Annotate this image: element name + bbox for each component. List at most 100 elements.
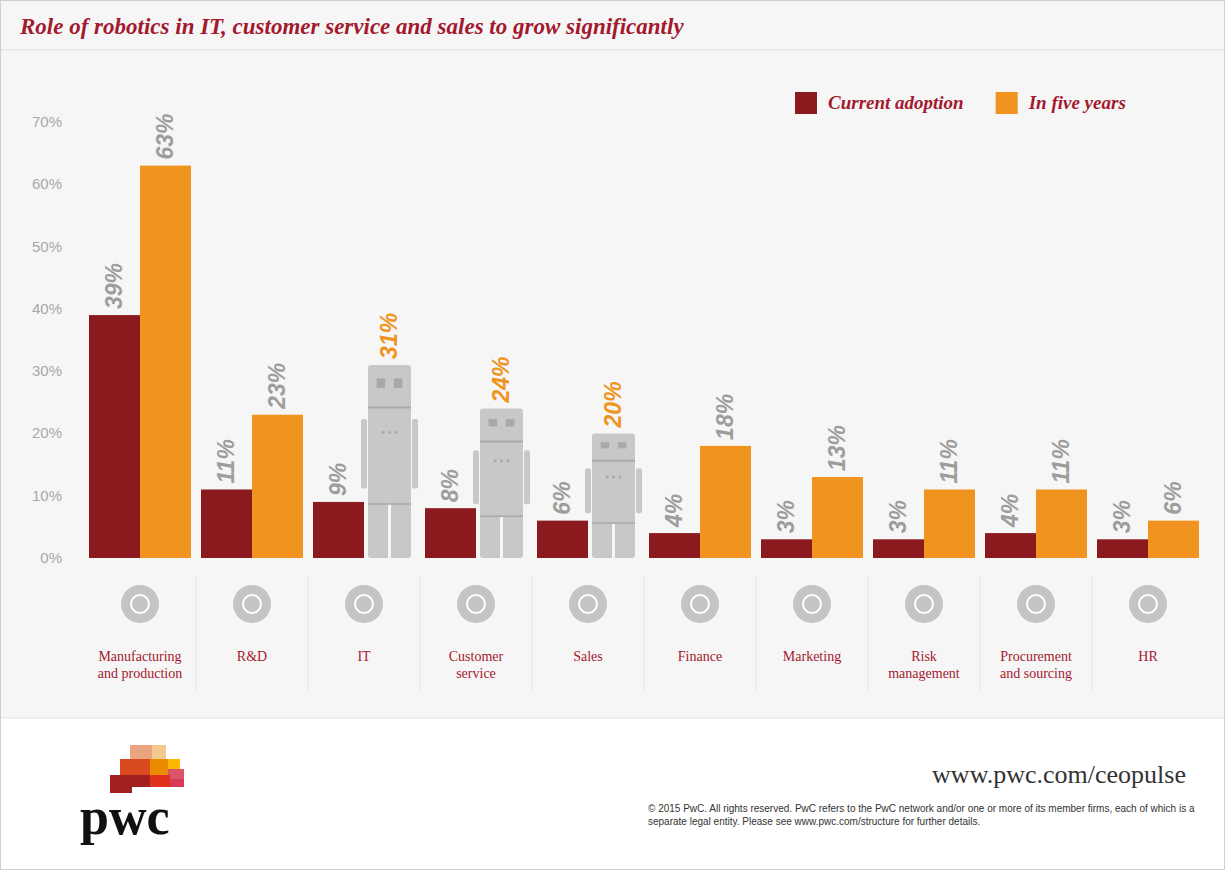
robot-waist	[480, 515, 523, 517]
chart-canvas: Role of robotics in IT, customer service…	[0, 0, 1225, 870]
legend-swatch	[795, 92, 817, 114]
category-separator	[644, 576, 645, 690]
robot-waist	[368, 503, 411, 505]
bar	[201, 489, 252, 558]
data-label: 20%	[601, 381, 627, 428]
bar	[985, 533, 1036, 558]
text-line: Procurement	[1000, 649, 1072, 664]
category-icon	[569, 585, 607, 623]
category-icon-ring	[579, 595, 597, 613]
logo-block	[130, 745, 152, 759]
bar	[700, 446, 751, 558]
robot-dot	[618, 476, 621, 479]
data-label: 11%	[937, 439, 963, 483]
category-icon	[793, 585, 831, 623]
copyright: © 2015 PwC. All rights reserved. PwC ref…	[648, 803, 1195, 827]
y-tick-label: 30%	[32, 362, 62, 379]
robot-dot	[494, 459, 497, 462]
logo-block	[152, 745, 166, 759]
data-label: 39%	[102, 263, 128, 309]
background	[1, 1, 1225, 870]
category-icon-ring	[467, 595, 485, 613]
robot-eye	[506, 419, 515, 426]
bar	[924, 489, 975, 558]
text-line: IT	[357, 649, 371, 664]
text-line: R&D	[237, 649, 267, 664]
data-label: 11%	[1049, 439, 1075, 483]
bar	[537, 521, 588, 558]
data-label: 9%	[326, 463, 352, 496]
bar	[649, 533, 700, 558]
category-icon	[905, 585, 943, 623]
text-line: Risk	[911, 649, 937, 664]
category-label: Manufacturing and production	[98, 649, 182, 681]
data-label: 8%	[438, 469, 464, 502]
y-tick-label: 60%	[32, 175, 62, 192]
text-line: Marketing	[783, 649, 841, 664]
category-icon-ring	[243, 595, 261, 613]
y-tick-label: 50%	[32, 238, 62, 255]
bar	[761, 539, 812, 558]
logo-block	[168, 759, 180, 769]
text-line: service	[456, 666, 496, 681]
logo: pwc	[80, 788, 170, 845]
robot-legs	[500, 516, 503, 558]
robot-dot	[612, 476, 615, 479]
category-icon	[681, 585, 719, 623]
logo-block	[168, 769, 184, 779]
robot-arm	[636, 468, 642, 513]
legend-swatch	[996, 92, 1018, 114]
title-rule	[1, 50, 1224, 51]
bar	[252, 415, 303, 558]
category-label: Sales	[573, 649, 603, 664]
logo-block	[170, 779, 184, 787]
category-label: HR	[1138, 649, 1158, 664]
robot-arm	[524, 450, 530, 504]
robot-eye	[377, 378, 386, 388]
category-separator	[1092, 576, 1093, 690]
text-line: separate legal entity. Please see www.pw…	[648, 816, 980, 827]
bar	[425, 508, 476, 558]
category-icon-ring	[1027, 595, 1045, 613]
bar	[873, 539, 924, 558]
bars	[89, 166, 1199, 558]
category-icon	[345, 585, 383, 623]
text-line: HR	[1138, 649, 1158, 664]
data-label: 18%	[713, 394, 739, 440]
y-tick-label: 20%	[32, 424, 62, 441]
category-label: IT	[357, 649, 371, 664]
robot-dot	[500, 459, 503, 462]
robot-arm	[585, 468, 591, 513]
logo-block	[120, 759, 150, 775]
text-line: and production	[98, 666, 182, 681]
legend-label: In five years	[1028, 92, 1126, 113]
logo-block	[150, 775, 170, 787]
robot-legs	[388, 504, 391, 558]
robot-neck	[480, 440, 523, 442]
category-separator	[308, 576, 309, 690]
category-label: Marketing	[783, 649, 841, 664]
category-icon	[233, 585, 271, 623]
category-icon-ring	[803, 595, 821, 613]
robot-neck	[368, 406, 411, 408]
data-label: 31%	[377, 313, 403, 359]
category-icon	[457, 585, 495, 623]
robot-arm	[412, 419, 418, 489]
data-label: 6%	[550, 481, 576, 514]
bar	[313, 502, 364, 558]
data-label: 4%	[662, 494, 688, 528]
bar	[1097, 539, 1148, 558]
text-line: © 2015 PwC. All rights reserved. PwC ref…	[648, 803, 1195, 814]
robot-dot	[606, 476, 609, 479]
category-label: Riskmanagement	[888, 649, 960, 681]
page: {"chart_data": {"type": "bar", "title": …	[0, 0, 1225, 870]
category-separator	[980, 576, 981, 690]
text-line: Manufacturing	[98, 649, 181, 664]
robot-eye	[394, 378, 403, 388]
data-label: 4%	[998, 494, 1024, 528]
data-label: 13%	[825, 425, 851, 471]
robot-dot	[388, 431, 391, 434]
category-label: Procurementand sourcing	[1000, 649, 1072, 681]
category-separator	[420, 576, 421, 690]
robot-dot	[394, 431, 397, 434]
